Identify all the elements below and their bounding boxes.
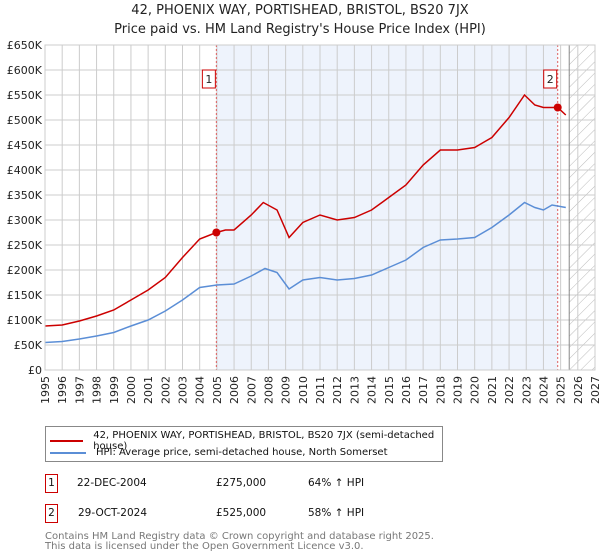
transaction-date: 22-DEC-2004: [77, 477, 147, 489]
x-tick-label: 1997: [73, 376, 86, 404]
transaction-label: 1: [205, 73, 212, 86]
transaction-row-1: 1 22-DEC-2004 £275,000 64% ↑ HPI: [45, 474, 445, 493]
x-tick-label: 2003: [177, 376, 190, 404]
footer: Contains HM Land Registry data © Crown c…: [45, 532, 434, 552]
forecast-hatch-region: [569, 45, 595, 370]
x-tick-label: 2007: [245, 376, 258, 404]
x-tick-label: 2019: [452, 376, 465, 404]
x-tick-label: 2024: [537, 376, 550, 404]
x-tick-label: 2016: [400, 376, 413, 404]
y-tick-label: £250K: [7, 239, 43, 252]
x-tick-label: 2026: [572, 376, 585, 404]
x-tick-label: 1996: [56, 376, 69, 404]
x-tick-label: 2010: [297, 376, 310, 404]
x-tick-label: 2011: [314, 376, 327, 404]
shaded-ownership-region: [216, 45, 558, 370]
transaction-hpi: 58% ↑ HPI: [308, 507, 365, 519]
legend-property-swatch: [50, 440, 84, 442]
transaction-label-box: [201, 69, 216, 89]
transaction-point: [553, 103, 562, 112]
y-tick-label: £150K: [7, 289, 43, 302]
chart-plot: 1995 1996 1997 1998 1999 2000 2001 2002 2003 2004…: [7, 39, 600, 404]
footer-copyright: Contains HM Land Registry data © Crown c…: [45, 531, 434, 542]
x-tick-label: 2001: [142, 376, 155, 404]
transaction-badge: 2: [45, 504, 58, 523]
transaction-badge: 1: [45, 474, 58, 493]
y-tick-label: £350K: [7, 189, 43, 202]
legend: 42, PHOENIX WAY, PORTISHEAD, BRISTOL, BS…: [45, 426, 443, 462]
x-tick-label: 2008: [262, 376, 275, 404]
chart-subtitle: Price paid vs. HM Land Registry's House …: [114, 22, 486, 37]
x-tick-label: 2025: [555, 376, 568, 404]
y-tick-label: £450K: [7, 139, 43, 152]
x-tick-label: 2021: [486, 376, 499, 404]
x-tick-label: 2022: [503, 376, 516, 404]
y-tick-label: £0: [28, 364, 42, 377]
transaction-point: [212, 228, 221, 237]
y-tick-label: £650K: [7, 39, 43, 52]
transaction-date: 29-OCT-2024: [78, 507, 147, 519]
x-tick-label: 2013: [348, 376, 361, 404]
x-tick-label: 2009: [280, 376, 293, 404]
transaction-label-box: [543, 69, 558, 89]
chart-title: 42, PHOENIX WAY, PORTISHEAD, BRISTOL, BS…: [131, 3, 469, 18]
y-tick-label: £600K: [7, 64, 43, 77]
x-tick-label: 2014: [366, 376, 379, 404]
y-tick-label: £200K: [7, 264, 43, 277]
x-tick-label: 2002: [159, 376, 172, 404]
x-tick-label: 1998: [91, 376, 104, 404]
x-tick-label: 2027: [589, 376, 600, 404]
x-tick-label: 2017: [417, 376, 430, 404]
legend-hpi-label: HPI: Average price, semi-detached house,…: [96, 447, 388, 458]
x-tick-label: 2005: [211, 376, 224, 404]
hpi-line: [44, 201, 566, 344]
property-price-line: [44, 93, 567, 327]
x-tick-label: 2006: [228, 376, 241, 404]
x-tick-label: 2015: [383, 376, 396, 404]
transaction-row-2: 2 29-OCT-2024 £525,000 58% ↑ HPI: [45, 504, 445, 523]
x-tick-label: 2018: [434, 376, 447, 404]
y-tick-label: £500K: [7, 114, 43, 127]
footer-licence: This data is licensed under the Open Gov…: [45, 541, 364, 552]
legend-hpi-swatch: [50, 451, 86, 454]
y-tick-label: £400K: [7, 164, 43, 177]
transaction-price: £275,000: [216, 477, 267, 489]
y-tick-label: £100K: [7, 314, 43, 327]
transaction-price: £525,000: [216, 507, 267, 519]
y-tick-label: £50K: [14, 339, 43, 352]
x-tick-label: 2000: [125, 376, 138, 404]
y-tick-label: £300K: [7, 214, 43, 227]
x-tick-label: 1999: [108, 376, 121, 404]
x-tick-label: 2012: [331, 376, 344, 404]
plot-border: [44, 44, 596, 371]
y-tick-label: £550K: [7, 89, 43, 102]
x-tick-label: 2004: [194, 376, 207, 404]
transaction-label: 2: [547, 73, 554, 86]
legend-property-label: 42, PHOENIX WAY, PORTISHEAD, BRISTOL, BS…: [93, 430, 435, 452]
x-tick-label: 2023: [520, 376, 533, 404]
transaction-hpi: 64% ↑ HPI: [308, 477, 365, 489]
x-tick-label: 1995: [39, 376, 52, 404]
x-tick-label: 2020: [469, 376, 482, 404]
